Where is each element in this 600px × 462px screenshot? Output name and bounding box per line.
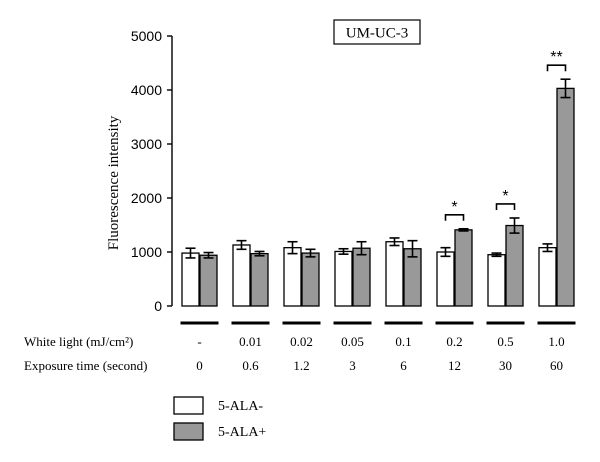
exposure-time-value: 0 bbox=[196, 358, 203, 373]
bar-5ala-plus bbox=[556, 87, 575, 307]
bar-5ala-minus bbox=[334, 250, 353, 307]
white-light-value: 0.5 bbox=[497, 334, 513, 349]
exposure-time-value: 6 bbox=[400, 358, 407, 373]
condition-rows: White light (mJ/cm²) - 0.01 0.02 0.05 0.1 0.2 0… bbox=[24, 334, 565, 373]
y-tick-label: 4000 bbox=[131, 82, 162, 98]
bar-5ala-minus bbox=[181, 252, 200, 307]
bar-5ala-minus bbox=[538, 247, 557, 307]
legend-label-5ala-minus: 5-ALA- bbox=[218, 399, 263, 414]
significance-star: * bbox=[451, 199, 457, 216]
legend-swatch-5ala-plus bbox=[173, 422, 204, 441]
white-light-value: 0.1 bbox=[395, 334, 411, 349]
bars bbox=[181, 87, 575, 307]
bar-5ala-minus bbox=[283, 247, 302, 307]
exposure-time-row-label: Exposure time (second) bbox=[24, 358, 147, 373]
bar-5ala-plus bbox=[454, 229, 473, 307]
significance-annotations: **** bbox=[444, 49, 567, 221]
chart-title: UM-UC-3 bbox=[346, 26, 409, 42]
legend-swatch-5ala-minus bbox=[173, 396, 204, 415]
bar-5ala-minus bbox=[436, 251, 455, 307]
bar-5ala-minus bbox=[487, 254, 506, 307]
significance-star: * bbox=[502, 188, 508, 205]
bar-5ala-plus bbox=[352, 247, 371, 307]
white-light-value: 0.05 bbox=[341, 334, 364, 349]
exposure-time-value: 12 bbox=[448, 358, 461, 373]
exposure-time-value: 30 bbox=[499, 358, 512, 373]
exposure-time-value: 0.6 bbox=[242, 358, 259, 373]
significance-bracket bbox=[546, 64, 567, 72]
y-tick-label: 3000 bbox=[131, 136, 162, 152]
significance-bracket bbox=[444, 213, 465, 221]
exposure-time-value: 3 bbox=[349, 358, 356, 373]
bar-5ala-plus bbox=[505, 224, 524, 307]
legend-label-5ala-plus: 5-ALA+ bbox=[218, 425, 266, 440]
y-tick-label: 1000 bbox=[131, 244, 162, 260]
y-axis-label: Fluorescence intensity bbox=[106, 115, 122, 250]
white-light-value: 0.02 bbox=[290, 334, 313, 349]
chart-title-box: UM-UC-3 bbox=[333, 19, 421, 45]
y-axis: 0 1000 2000 3000 4000 5000 bbox=[131, 28, 173, 314]
exposure-time-value: 60 bbox=[550, 358, 563, 373]
significance-star: ** bbox=[550, 49, 562, 66]
bar-5ala-minus bbox=[385, 241, 404, 307]
white-light-value: 0.01 bbox=[239, 334, 262, 349]
y-tick-label: 2000 bbox=[131, 190, 162, 206]
exposure-time-value: 1.2 bbox=[293, 358, 309, 373]
white-light-row-label: White light (mJ/cm²) bbox=[24, 334, 133, 349]
bar-5ala-plus bbox=[250, 252, 269, 307]
y-tick-label: 0 bbox=[154, 298, 162, 314]
legend: 5-ALA- 5-ALA+ bbox=[173, 396, 266, 441]
significance-bracket bbox=[495, 203, 516, 210]
error-bars bbox=[185, 78, 571, 259]
bar-5ala-minus bbox=[232, 244, 251, 307]
white-light-value: - bbox=[197, 334, 201, 349]
y-tick-label: 5000 bbox=[131, 28, 162, 44]
white-light-value: 1.0 bbox=[548, 334, 564, 349]
bar-5ala-plus bbox=[301, 252, 320, 307]
white-light-value: 0.2 bbox=[446, 334, 462, 349]
bar-5ala-plus bbox=[199, 254, 218, 307]
